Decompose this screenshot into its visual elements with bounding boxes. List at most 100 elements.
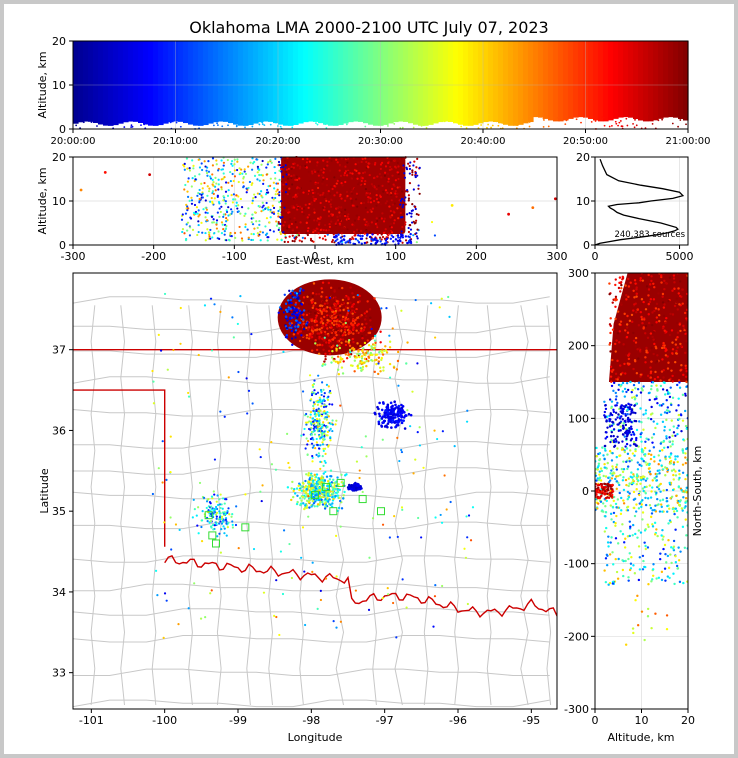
ns-source <box>636 354 639 357</box>
plan-source <box>418 426 421 429</box>
ew-source <box>259 190 263 193</box>
time-height-source <box>635 124 638 127</box>
plan-source <box>290 487 293 490</box>
time-height-source <box>618 121 621 124</box>
ew-tick-label: -300 <box>61 250 86 263</box>
time-height-band <box>318 41 324 124</box>
plan-source <box>323 298 326 301</box>
latitude-tick-label: 35 <box>52 505 66 518</box>
source-count-annotation: 240,383 sources <box>614 230 685 240</box>
plan-source <box>298 497 302 500</box>
plan-source <box>275 615 278 619</box>
ns-source <box>624 414 627 417</box>
time-height-band <box>413 41 419 125</box>
time-height-source <box>175 121 178 124</box>
ew-source <box>313 211 316 214</box>
time-height-source <box>580 121 582 124</box>
ew-source <box>251 168 254 171</box>
plan-source <box>327 344 330 348</box>
ns-source <box>647 321 651 325</box>
ns-source <box>618 483 621 487</box>
time-height-source <box>224 115 227 118</box>
time-height-source <box>292 121 295 124</box>
plan-source <box>373 411 377 415</box>
ns-source <box>608 479 612 482</box>
plan-source <box>381 348 384 351</box>
plan-source <box>466 602 469 606</box>
plan-source <box>358 353 361 356</box>
plan-source <box>464 556 468 559</box>
ew-source <box>232 198 235 201</box>
ew-source <box>231 201 234 204</box>
ew-source <box>312 195 315 198</box>
ns-source <box>621 390 625 393</box>
plan-source <box>379 349 382 352</box>
ew-source <box>322 159 325 162</box>
plan-source <box>295 308 298 311</box>
ew-source <box>234 236 237 239</box>
ns-source <box>626 452 630 456</box>
plan-source <box>313 418 317 422</box>
time-height-band <box>548 41 554 121</box>
ns-source <box>658 313 661 317</box>
ns-source <box>616 378 619 381</box>
ns-source <box>608 476 611 479</box>
ew-source <box>313 199 316 202</box>
ew-source <box>397 242 400 245</box>
altitude-tick-label: 10 <box>52 195 66 208</box>
ns-source <box>655 384 658 387</box>
time-height-band <box>473 41 479 125</box>
ns-source <box>619 425 622 428</box>
ns-source <box>681 509 684 512</box>
plan-source <box>304 495 308 498</box>
ns-source <box>666 304 669 307</box>
time-height-band <box>423 41 429 126</box>
ew-source <box>415 219 418 222</box>
ns-source <box>649 472 652 476</box>
time-height-source <box>212 124 215 127</box>
ns-source <box>622 488 626 492</box>
ew-source <box>364 157 367 160</box>
ns-source <box>684 367 688 370</box>
ew-source <box>407 197 411 200</box>
plan-source <box>397 384 400 387</box>
ew-source <box>229 170 232 174</box>
time-height-band <box>633 41 639 120</box>
plan-source <box>326 327 329 330</box>
ns-source <box>596 477 599 480</box>
ew-source <box>363 182 366 186</box>
time-height-source <box>398 117 401 119</box>
ns-source <box>641 458 644 461</box>
ew-source <box>361 184 364 187</box>
ns-source <box>633 296 636 299</box>
ew-source <box>410 221 414 224</box>
plan-source <box>177 623 180 626</box>
plan-source <box>231 520 234 523</box>
time-height-band <box>98 41 104 125</box>
time-height-ticks: 20:00:00 20:10:00 20:20:00 20:30:00 20:40:00… <box>51 35 711 147</box>
time-height-source <box>575 118 578 121</box>
ew-source <box>322 191 325 195</box>
time-height-source <box>465 127 468 129</box>
ew-source <box>399 211 402 215</box>
ns-source <box>637 507 641 510</box>
ns-source <box>678 386 682 389</box>
county-line <box>73 305 74 672</box>
plan-source <box>393 515 396 518</box>
ew-source <box>360 202 363 205</box>
plan-source <box>317 419 320 423</box>
ns-source <box>684 461 688 465</box>
plan-source <box>314 339 317 342</box>
plan-source <box>341 372 345 375</box>
plan-source <box>372 348 376 352</box>
plan-source <box>340 325 344 328</box>
plan-source <box>312 501 316 505</box>
ns-source <box>660 505 663 509</box>
plan-source <box>374 334 377 337</box>
ew-source <box>211 164 215 167</box>
ns-source <box>653 377 657 381</box>
ew-source <box>183 188 186 191</box>
plan-source <box>342 323 345 326</box>
ns-source <box>626 314 629 318</box>
ew-source <box>325 177 329 181</box>
